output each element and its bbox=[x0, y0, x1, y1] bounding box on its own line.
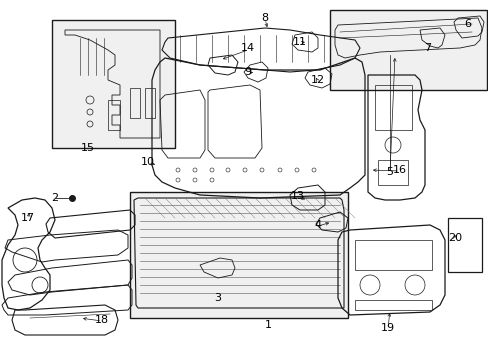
Bar bbox=[130, 88, 140, 118]
Text: 9: 9 bbox=[244, 67, 251, 77]
Text: 19: 19 bbox=[380, 323, 394, 333]
Text: 1: 1 bbox=[264, 320, 271, 330]
Bar bbox=[377, 160, 407, 185]
Text: 7: 7 bbox=[424, 43, 431, 53]
Text: 10: 10 bbox=[141, 157, 155, 167]
Bar bbox=[447, 218, 481, 272]
Text: 6: 6 bbox=[464, 19, 470, 29]
Text: 11: 11 bbox=[292, 37, 306, 47]
Text: 12: 12 bbox=[310, 75, 325, 85]
Text: 8: 8 bbox=[261, 13, 268, 23]
Bar bbox=[52, 20, 175, 148]
Bar bbox=[354, 240, 431, 270]
Text: 14: 14 bbox=[241, 43, 255, 53]
Text: 13: 13 bbox=[290, 191, 305, 201]
Bar bbox=[329, 10, 486, 90]
Bar bbox=[108, 100, 120, 130]
Bar bbox=[130, 192, 347, 318]
Text: 3: 3 bbox=[214, 293, 221, 303]
Text: 4: 4 bbox=[314, 220, 321, 230]
Text: 18: 18 bbox=[95, 315, 109, 325]
Bar bbox=[145, 88, 155, 118]
Text: 20: 20 bbox=[447, 233, 461, 243]
Bar bbox=[374, 85, 411, 130]
Text: 15: 15 bbox=[81, 143, 95, 153]
Text: 16: 16 bbox=[392, 165, 406, 175]
Bar bbox=[354, 300, 431, 310]
Text: 2: 2 bbox=[51, 193, 59, 203]
Text: 17: 17 bbox=[21, 213, 35, 223]
Text: 5: 5 bbox=[386, 167, 393, 177]
